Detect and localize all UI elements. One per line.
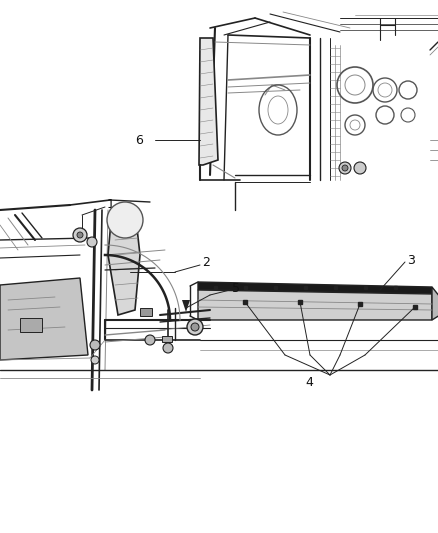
Bar: [333, 286, 336, 288]
Text: 6: 6: [135, 133, 143, 147]
Bar: [393, 286, 396, 288]
Circle shape: [191, 323, 199, 331]
Circle shape: [339, 162, 351, 174]
Bar: [413, 305, 417, 309]
Bar: [304, 286, 307, 288]
Bar: [298, 300, 302, 304]
Circle shape: [342, 165, 348, 171]
Text: 5: 5: [232, 281, 240, 295]
Circle shape: [107, 202, 143, 238]
Circle shape: [90, 340, 100, 350]
Bar: [244, 286, 247, 288]
Bar: [364, 286, 367, 288]
Bar: [213, 286, 216, 288]
Circle shape: [163, 343, 173, 353]
Text: 4: 4: [305, 376, 313, 389]
Polygon shape: [199, 38, 218, 165]
Polygon shape: [198, 282, 432, 294]
Circle shape: [87, 237, 97, 247]
Bar: [358, 302, 362, 306]
Bar: [273, 286, 276, 288]
Bar: [243, 300, 247, 304]
Bar: [162, 336, 172, 342]
Polygon shape: [198, 290, 432, 320]
Circle shape: [354, 162, 366, 174]
Polygon shape: [182, 300, 190, 312]
Text: 3: 3: [407, 254, 415, 266]
Bar: [140, 308, 152, 316]
Circle shape: [187, 319, 203, 335]
Circle shape: [77, 232, 83, 238]
Polygon shape: [108, 210, 140, 315]
Bar: [20, 318, 42, 332]
Polygon shape: [432, 287, 438, 320]
Text: 1: 1: [107, 198, 115, 212]
Text: 2: 2: [202, 256, 210, 270]
Circle shape: [91, 356, 99, 364]
Circle shape: [145, 335, 155, 345]
Polygon shape: [0, 278, 88, 360]
Circle shape: [73, 228, 87, 242]
